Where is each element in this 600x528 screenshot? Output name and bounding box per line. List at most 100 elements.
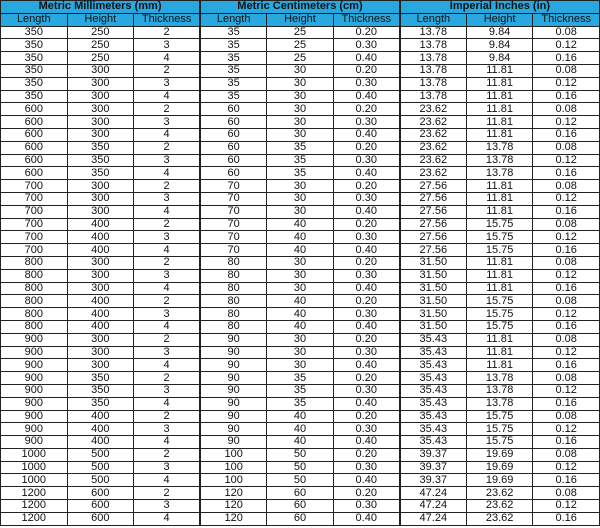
table-cell: 39.37 bbox=[398, 447, 467, 462]
table-cell: 250 bbox=[66, 38, 135, 53]
table-cell: 39.37 bbox=[398, 460, 467, 475]
table-cell: 0.40 bbox=[332, 358, 401, 373]
table-cell: 400 bbox=[66, 294, 135, 309]
table-cell: 19.69 bbox=[465, 447, 534, 462]
table-cell: 23.62 bbox=[398, 115, 467, 129]
table-cell: 30 bbox=[266, 191, 334, 206]
table-cell: 0.12 bbox=[532, 422, 600, 437]
table-cell: 4 bbox=[133, 243, 201, 257]
table-cell: 13.78 bbox=[465, 140, 534, 155]
table-cell: 600 bbox=[0, 153, 68, 168]
table-cell: 70 bbox=[199, 230, 268, 245]
table-cell: 2 bbox=[133, 63, 201, 78]
table-cell: 0.20 bbox=[332, 63, 401, 78]
table-cell: 0.40 bbox=[332, 319, 401, 334]
table-cell: 90 bbox=[199, 332, 268, 347]
table-row: 700 300 2 70 30 0.20 27.56 11.81 0.08 bbox=[0, 179, 600, 193]
table-row: 600 350 4 60 35 0.40 23.62 13.78 0.16 bbox=[0, 166, 600, 181]
table-cell: 500 bbox=[66, 460, 135, 475]
table-cell: 47.24 bbox=[398, 499, 467, 513]
table-row: 900 300 2 90 30 0.20 35.43 11.81 0.08 bbox=[0, 332, 600, 347]
table-cell: 350 bbox=[66, 396, 135, 411]
table-cell: 100 bbox=[199, 460, 268, 475]
table-cell: 3 bbox=[133, 38, 201, 53]
table-cell: 13.78 bbox=[398, 51, 467, 65]
table-cell: 30 bbox=[266, 76, 334, 91]
table-cell: 4 bbox=[133, 511, 201, 526]
table-cell: 70 bbox=[199, 204, 268, 219]
table-cell: 30 bbox=[266, 358, 334, 373]
table-cell: 31.50 bbox=[398, 255, 467, 270]
table-cell: 2 bbox=[133, 140, 201, 155]
table-cell: 35 bbox=[199, 63, 268, 78]
table-cell: 0.16 bbox=[532, 243, 600, 257]
table-cell: 47.24 bbox=[398, 511, 467, 526]
table-row: 350 250 2 35 25 0.20 13.78 9.84 0.08 bbox=[0, 25, 600, 40]
table-cell: 1000 bbox=[0, 447, 68, 462]
table-row: 700 300 4 70 30 0.40 27.56 11.81 0.16 bbox=[0, 204, 600, 219]
table-cell: 700 bbox=[0, 191, 68, 206]
table-cell: 40 bbox=[266, 422, 334, 437]
table-cell: 0.20 bbox=[332, 217, 401, 232]
table-cell: 0.20 bbox=[332, 140, 401, 155]
table-cell: 900 bbox=[0, 371, 68, 385]
table-cell: 0.12 bbox=[532, 115, 600, 129]
table-cell: 30 bbox=[266, 179, 334, 193]
table-cell: 350 bbox=[0, 38, 68, 53]
table-cell: 400 bbox=[66, 409, 135, 424]
table-row: 600 300 4 60 30 0.40 23.62 11.81 0.16 bbox=[0, 127, 600, 142]
table-cell: 0.20 bbox=[332, 371, 401, 385]
table-cell: 35.43 bbox=[398, 409, 467, 424]
table-cell: 35.43 bbox=[398, 345, 467, 360]
table-cell: 3 bbox=[133, 307, 201, 321]
table-cell: 300 bbox=[66, 345, 135, 360]
table-cell: 13.78 bbox=[465, 166, 534, 181]
group-header-cm: Metric Centimeters (cm) bbox=[199, 0, 401, 14]
table-cell: 13.78 bbox=[398, 76, 467, 91]
table-cell: 90 bbox=[199, 371, 268, 385]
table-cell: 30 bbox=[266, 89, 334, 104]
table-cell: 800 bbox=[0, 255, 68, 270]
table-cell: 35 bbox=[266, 153, 334, 168]
table-cell: 0.08 bbox=[532, 140, 600, 155]
table-cell: 60 bbox=[199, 127, 268, 142]
table-cell: 2 bbox=[133, 102, 201, 117]
table-cell: 0.40 bbox=[332, 127, 401, 142]
table-row: 800 300 2 80 30 0.20 31.50 11.81 0.08 bbox=[0, 255, 600, 270]
table-cell: 31.50 bbox=[398, 319, 467, 334]
table-cell: 40 bbox=[266, 307, 334, 321]
table-cell: 2 bbox=[133, 25, 201, 40]
table-cell: 300 bbox=[66, 191, 135, 206]
table-cell: 30 bbox=[266, 281, 334, 296]
group-header-row: Metric Millimeters (mm) Metric Centimete… bbox=[0, 0, 600, 14]
column-header-height: Height bbox=[66, 12, 135, 27]
table-cell: 0.20 bbox=[332, 179, 401, 193]
table-cell: 0.30 bbox=[332, 38, 401, 53]
table-cell: 23.62 bbox=[398, 140, 467, 155]
table-cell: 11.81 bbox=[465, 102, 534, 117]
table-cell: 15.75 bbox=[465, 409, 534, 424]
table-cell: 11.81 bbox=[465, 127, 534, 142]
table-cell: 35 bbox=[266, 140, 334, 155]
table-cell: 40 bbox=[266, 319, 334, 334]
table-cell: 0.40 bbox=[332, 89, 401, 104]
table-cell: 2 bbox=[133, 486, 201, 501]
table-cell: 0.16 bbox=[532, 89, 600, 104]
table-cell: 23.62 bbox=[398, 166, 467, 181]
table-cell: 13.78 bbox=[465, 153, 534, 168]
table-cell: 0.16 bbox=[532, 319, 600, 334]
table-cell: 2 bbox=[133, 179, 201, 193]
table-row: 800 400 3 80 40 0.30 31.50 15.75 0.12 bbox=[0, 307, 600, 321]
table-cell: 30 bbox=[266, 63, 334, 78]
table-cell: 4 bbox=[133, 281, 201, 296]
table-cell: 600 bbox=[0, 127, 68, 142]
table-cell: 400 bbox=[66, 217, 135, 232]
table-cell: 30 bbox=[266, 255, 334, 270]
table-cell: 40 bbox=[266, 230, 334, 245]
table-cell: 27.56 bbox=[398, 230, 467, 245]
table-cell: 0.12 bbox=[532, 38, 600, 53]
table-cell: 900 bbox=[0, 409, 68, 424]
table-row: 350 250 4 35 25 0.40 13.78 9.84 0.16 bbox=[0, 51, 600, 65]
table-cell: 70 bbox=[199, 179, 268, 193]
